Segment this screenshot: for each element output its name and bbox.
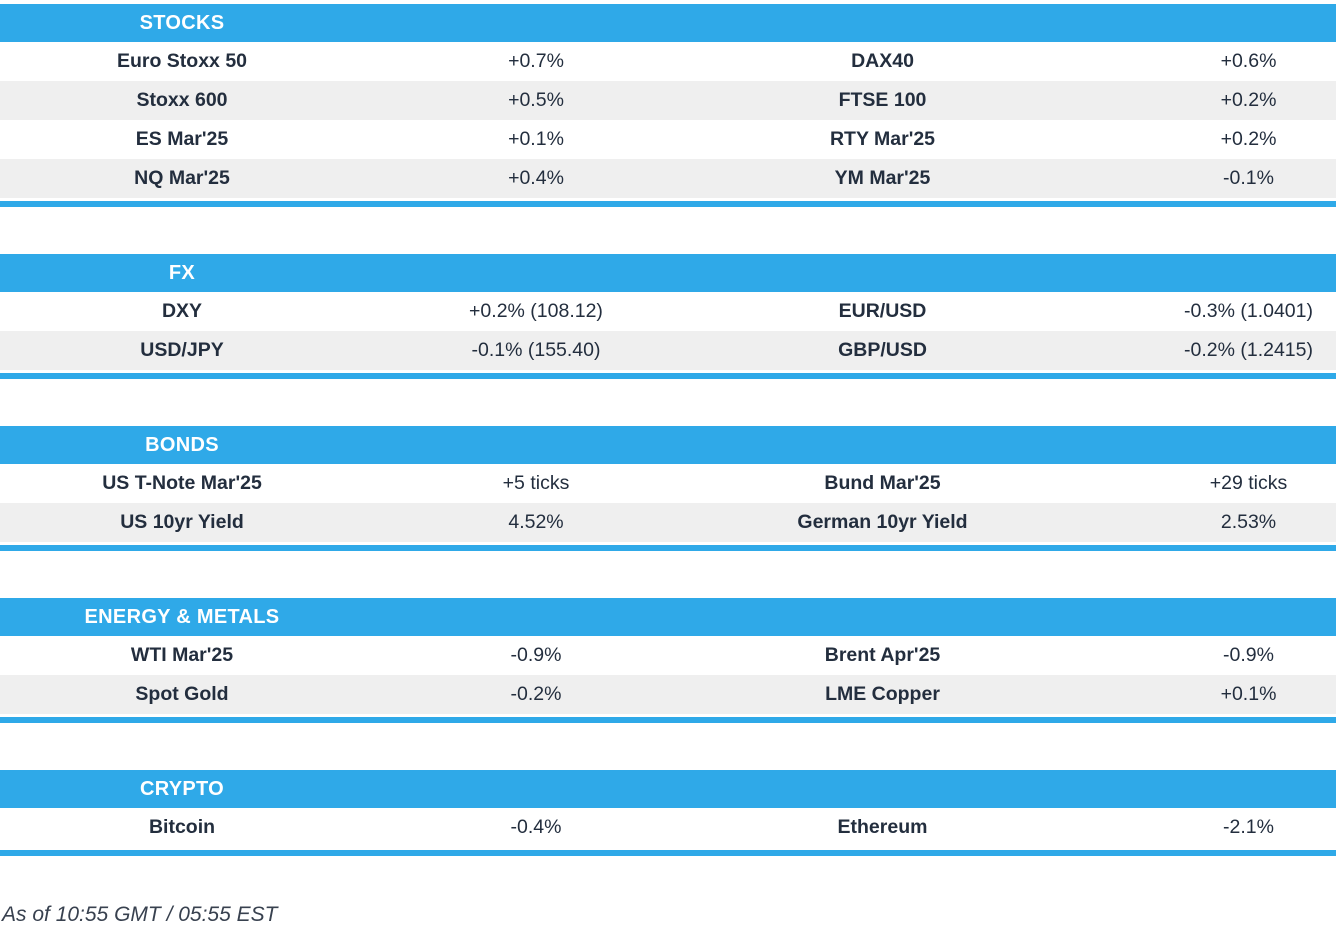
table-row: ES Mar'25 +0.1% RTY Mar'25 +0.2% — [0, 120, 1336, 159]
instrument-value: -0.2% — [510, 683, 562, 705]
section-fx: FX DXY +0.2% (108.12) EUR/USD -0.3% (1.0… — [0, 254, 1336, 379]
instrument-label: US 10yr Yield — [120, 511, 244, 533]
table-row: USD/JPY -0.1% (155.40) GBP/USD -0.2% (1.… — [0, 331, 1336, 370]
table-row: Euro Stoxx 50 +0.7% DAX40 +0.6% — [0, 42, 1336, 81]
instrument-label: German 10yr Yield — [797, 511, 968, 533]
table-row: US 10yr Yield 4.52% German 10yr Yield 2.… — [0, 503, 1336, 542]
instrument-label: WTI Mar'25 — [130, 644, 234, 666]
as-of-timestamp: As of 10:55 GMT / 05:55 EST — [2, 903, 278, 926]
instrument-value: 4.52% — [508, 511, 564, 533]
instrument-value: 2.53% — [1220, 511, 1277, 533]
instrument-value: +5 ticks — [502, 472, 570, 494]
section-stocks: STOCKS Euro Stoxx 50 +0.7% DAX40 +0.6% S… — [0, 4, 1336, 207]
section-divider — [0, 717, 1336, 723]
table-row: US T-Note Mar'25 +5 ticks Bund Mar'25 +2… — [0, 464, 1336, 503]
section-bonds: BONDS US T-Note Mar'25 +5 ticks Bund Mar… — [0, 426, 1336, 551]
instrument-label: Brent Apr'25 — [824, 644, 941, 666]
instrument-label: Ethereum — [837, 816, 928, 838]
instrument-label: FTSE 100 — [838, 89, 927, 111]
table-row: NQ Mar'25 +0.4% YM Mar'25 -0.1% — [0, 159, 1336, 198]
instrument-label: US T-Note Mar'25 — [102, 472, 262, 494]
instrument-label: GBP/USD — [838, 339, 927, 361]
instrument-label: RTY Mar'25 — [829, 128, 936, 150]
instrument-value: +0.1% — [1220, 683, 1277, 705]
section-energy-metals: ENERGY & METALS WTI Mar'25 -0.9% Brent A… — [0, 598, 1336, 723]
instrument-value: +29 ticks — [1209, 472, 1288, 494]
instrument-label: Euro Stoxx 50 — [116, 50, 248, 72]
instrument-label: YM Mar'25 — [834, 167, 931, 189]
instrument-value: -0.1% (155.40) — [471, 339, 601, 361]
instrument-label: Bund Mar'25 — [824, 472, 941, 494]
instrument-value: +0.6% — [1220, 50, 1277, 72]
instrument-value: +0.4% — [508, 167, 564, 189]
section-divider — [0, 201, 1336, 207]
instrument-label: USD/JPY — [140, 339, 224, 361]
section-divider — [0, 373, 1336, 379]
instrument-label: DXY — [161, 300, 203, 322]
instrument-value: +0.2% — [1220, 89, 1277, 111]
instrument-value: -0.9% — [1223, 644, 1274, 666]
section-title: FX — [168, 261, 196, 284]
instrument-label: LME Copper — [825, 683, 940, 705]
instrument-value: -0.1% — [1223, 167, 1274, 189]
instrument-label: Spot Gold — [135, 683, 229, 705]
table-row: DXY +0.2% (108.12) EUR/USD -0.3% (1.0401… — [0, 292, 1336, 331]
instrument-value: +0.1% — [508, 128, 564, 150]
table-row: Bitcoin -0.4% Ethereum -2.1% — [0, 808, 1336, 847]
section-divider — [0, 545, 1336, 551]
section-header-bonds: BONDS — [0, 426, 1336, 464]
instrument-label: Stoxx 600 — [136, 89, 228, 111]
section-title: STOCKS — [139, 11, 225, 34]
instrument-value: +0.2% — [1220, 128, 1277, 150]
instrument-value: -0.3% (1.0401) — [1184, 300, 1313, 322]
instrument-value: -0.2% (1.2415) — [1184, 339, 1313, 361]
section-crypto: CRYPTO Bitcoin -0.4% Ethereum -2.1% — [0, 770, 1336, 856]
instrument-value: +0.2% (108.12) — [469, 300, 603, 322]
table-row: WTI Mar'25 -0.9% Brent Apr'25 -0.9% — [0, 636, 1336, 675]
instrument-value: -0.4% — [510, 816, 562, 838]
table-row: Spot Gold -0.2% LME Copper +0.1% — [0, 675, 1336, 714]
instrument-value: -0.9% — [510, 644, 562, 666]
section-title: CRYPTO — [139, 777, 225, 800]
section-title: ENERGY & METALS — [84, 605, 280, 628]
instrument-label: EUR/USD — [838, 300, 927, 322]
instrument-value: -2.1% — [1223, 816, 1274, 838]
instrument-label: DAX40 — [851, 50, 914, 72]
table-row: Stoxx 600 +0.5% FTSE 100 +0.2% — [0, 81, 1336, 120]
section-header-stocks: STOCKS — [0, 4, 1336, 42]
section-title: BONDS — [145, 433, 219, 456]
section-header-fx: FX — [0, 254, 1336, 292]
section-header-crypto: CRYPTO — [0, 770, 1336, 808]
instrument-value: +0.7% — [508, 50, 564, 72]
instrument-label: ES Mar'25 — [135, 128, 229, 150]
instrument-value: +0.5% — [508, 89, 564, 111]
section-header-energy-metals: ENERGY & METALS — [0, 598, 1336, 636]
instrument-label: NQ Mar'25 — [134, 167, 230, 189]
instrument-label: Bitcoin — [148, 816, 216, 838]
section-divider — [0, 850, 1336, 856]
